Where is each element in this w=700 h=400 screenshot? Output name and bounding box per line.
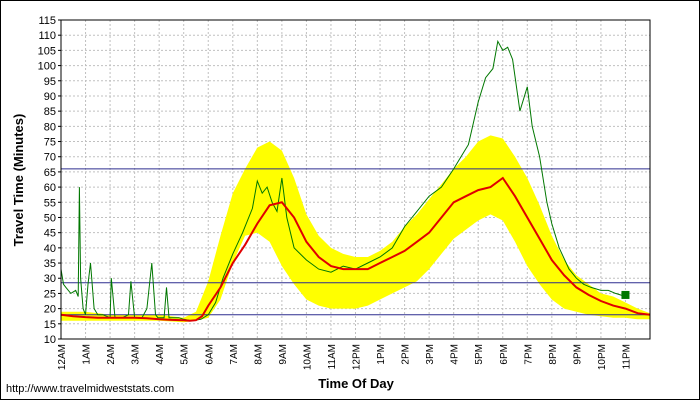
current-travel-time-series: [60, 39, 626, 322]
x-tick-label: 7PM: [523, 344, 534, 365]
x-tick-label: 1AM: [82, 344, 93, 365]
x-tick-label: 1PM: [376, 344, 387, 365]
y-tick-label: 85: [44, 106, 56, 118]
y-tick-label: 65: [44, 167, 56, 179]
average-travel-time-series: [60, 176, 651, 322]
x-tick-label: 12AM: [57, 344, 68, 370]
travel-time-range-band: [61, 135, 650, 323]
x-tick-label: 6PM: [499, 344, 510, 365]
current-time-marker: [621, 290, 630, 299]
y-tick-label: 60: [44, 182, 56, 194]
y-tick-label: 105: [38, 45, 56, 57]
x-tick-label: 5PM: [474, 344, 485, 365]
y-tick-label: 90: [44, 91, 56, 103]
x-tick-label: 12PM: [352, 344, 363, 370]
y-tick-label: 50: [44, 212, 56, 224]
y-tick-label: 30: [44, 273, 56, 285]
current-travel-time-line: [60, 39, 626, 322]
average-travel-time-line: [60, 176, 651, 322]
y-tick-label: 15: [44, 319, 56, 331]
y-tick-label: 20: [44, 304, 56, 316]
x-tick-label: 11AM: [327, 344, 338, 369]
travel-time-range-area: [61, 135, 650, 323]
x-axis-tick-labels: 12AM 1AM 2AM 3AM 4AM 5AM 6AM 7AM 8AM 9AM 10AM 11AM 1…: [57, 344, 632, 370]
y-tick-label: 40: [44, 243, 56, 255]
y-tick-label: 115: [38, 15, 56, 27]
y-axis-label: Travel Time (Minutes): [11, 114, 26, 247]
y-tick-label: 70: [44, 152, 56, 164]
y-tick-label: 110: [38, 30, 56, 42]
x-tick-label: 5AM: [180, 344, 191, 365]
y-tick-label: 10: [44, 334, 56, 346]
x-tick-label: 8PM: [548, 344, 559, 365]
x-tick-label: 11PM: [621, 344, 632, 369]
current-point: [621, 290, 630, 299]
y-tick-label: 80: [44, 121, 56, 133]
plot-area-border: [60, 19, 651, 340]
y-tick-label: 55: [44, 197, 56, 209]
y-tick-label: 75: [44, 137, 56, 149]
x-tick-label: 9AM: [278, 344, 289, 365]
y-tick-label: 25: [44, 288, 56, 300]
reference-lines: [61, 168, 650, 316]
x-tick-label: 3PM: [425, 344, 436, 365]
x-axis-label: Time Of Day: [318, 376, 394, 391]
x-tick-label: 2PM: [401, 344, 412, 365]
x-tick-label: 7AM: [229, 344, 240, 365]
footer-url[interactable]: http://www.travelmidweststats.com: [6, 383, 175, 395]
y-axis-tick-labels: 10 15 20 25 30 35 40 45 50 55 60 65 70 75 80 85 90 95 100 1…: [38, 15, 61, 346]
y-tick-label: 45: [44, 228, 56, 240]
x-tick-label: 9PM: [572, 344, 583, 365]
x-tick-label: 10AM: [302, 344, 313, 370]
y-tick-label: 100: [38, 61, 56, 73]
x-tick-label: 10PM: [597, 344, 608, 370]
x-tick-label: 4PM: [450, 344, 461, 365]
y-tick-label: 95: [44, 76, 56, 88]
x-tick-label: 3AM: [131, 344, 142, 365]
y-tick-label: 35: [44, 258, 56, 270]
x-tick-label: 8AM: [253, 344, 264, 365]
x-tick-label: 4AM: [155, 344, 166, 365]
x-tick-label: 2AM: [106, 344, 117, 365]
x-tick-label: 6AM: [204, 344, 215, 365]
